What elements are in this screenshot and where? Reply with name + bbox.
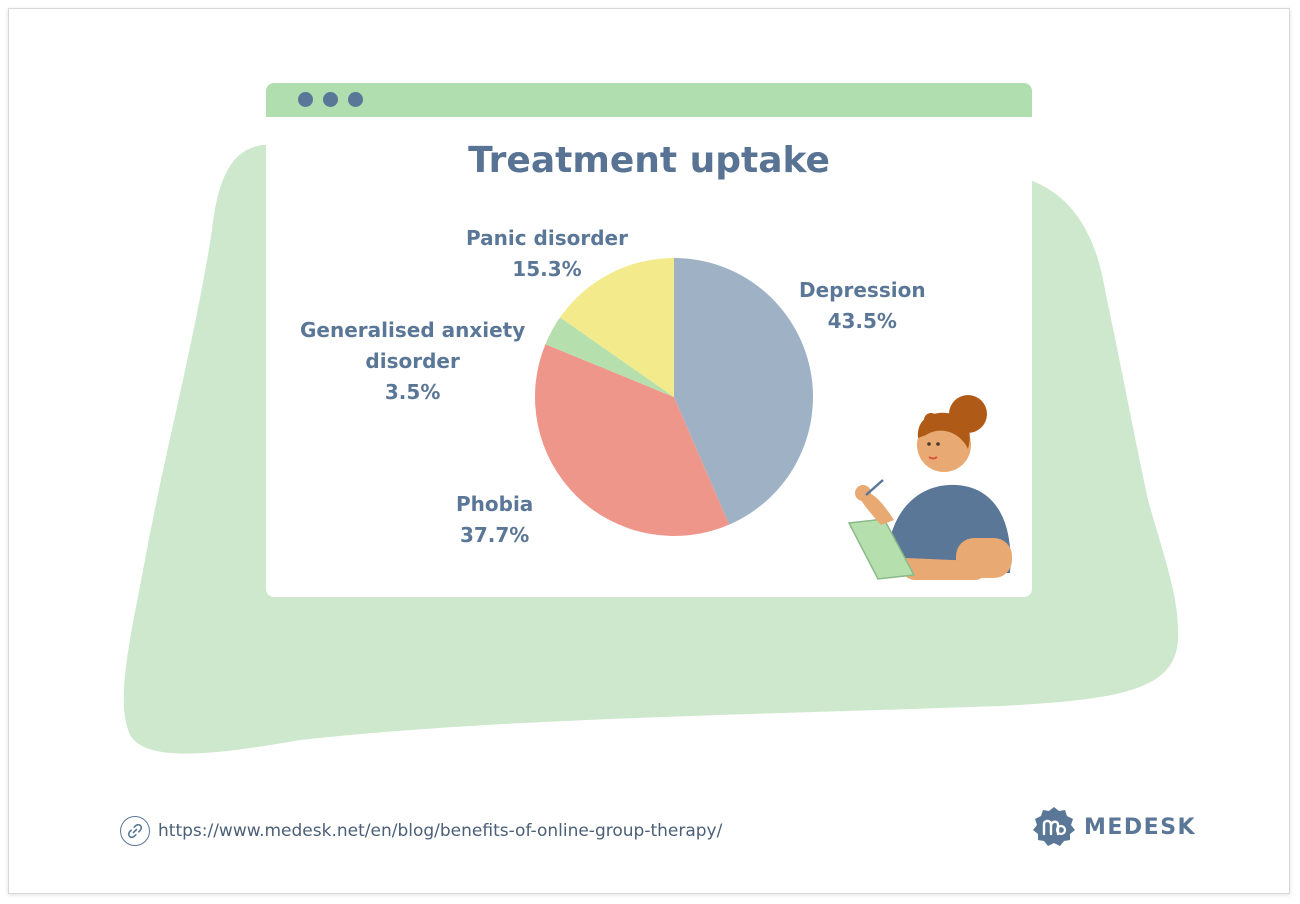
window-dot-icon xyxy=(348,92,363,107)
slice-label-name: Depression xyxy=(799,278,926,302)
label-generalised-anxiety: Generalised anxiety disorder 3.5% xyxy=(300,315,525,408)
slice-label-name: Generalised anxiety xyxy=(300,318,526,342)
chart-title: Treatment uptake xyxy=(468,140,830,181)
pie-chart xyxy=(535,258,813,536)
brand-logo: MEDESK xyxy=(1032,806,1196,848)
slice-label-value: 37.7% xyxy=(459,523,530,547)
slice-label-value: 43.5% xyxy=(827,309,897,333)
label-phobia: Phobia 37.7% xyxy=(456,489,533,551)
window-titlebar xyxy=(266,83,1032,117)
pie-slice-generalised-anxiety-disorder xyxy=(545,317,674,397)
pie-slice-phobia xyxy=(535,344,730,536)
chart-canvas xyxy=(535,258,1012,580)
slice-label-name-2: disorder xyxy=(365,349,460,373)
window-dot-icon xyxy=(323,92,338,107)
slice-label-name: Phobia xyxy=(456,492,534,516)
pie-slice-depression xyxy=(674,258,813,525)
pie-slice-panic-disorder xyxy=(560,258,674,397)
link-icon xyxy=(120,816,150,846)
slice-label-value: 3.5% xyxy=(384,380,441,404)
source-url[interactable]: https://www.medesk.net/en/blog/benefits-… xyxy=(158,821,723,841)
label-depression: Depression 43.5% xyxy=(799,275,926,337)
person-illustration xyxy=(847,395,1012,580)
window-dot-icon xyxy=(298,92,313,107)
slice-label-name: Panic disorder xyxy=(466,226,628,250)
source-link[interactable]: https://www.medesk.net/en/blog/benefits-… xyxy=(120,815,722,847)
brand-name: MEDESK xyxy=(1084,814,1197,840)
browser-window: Treatment uptake Depression 43.5% Panic … xyxy=(266,83,1032,597)
medesk-logo-icon xyxy=(1033,807,1075,846)
slice-label-value: 15.3% xyxy=(512,257,582,281)
label-panic-disorder: Panic disorder 15.3% xyxy=(466,223,628,285)
